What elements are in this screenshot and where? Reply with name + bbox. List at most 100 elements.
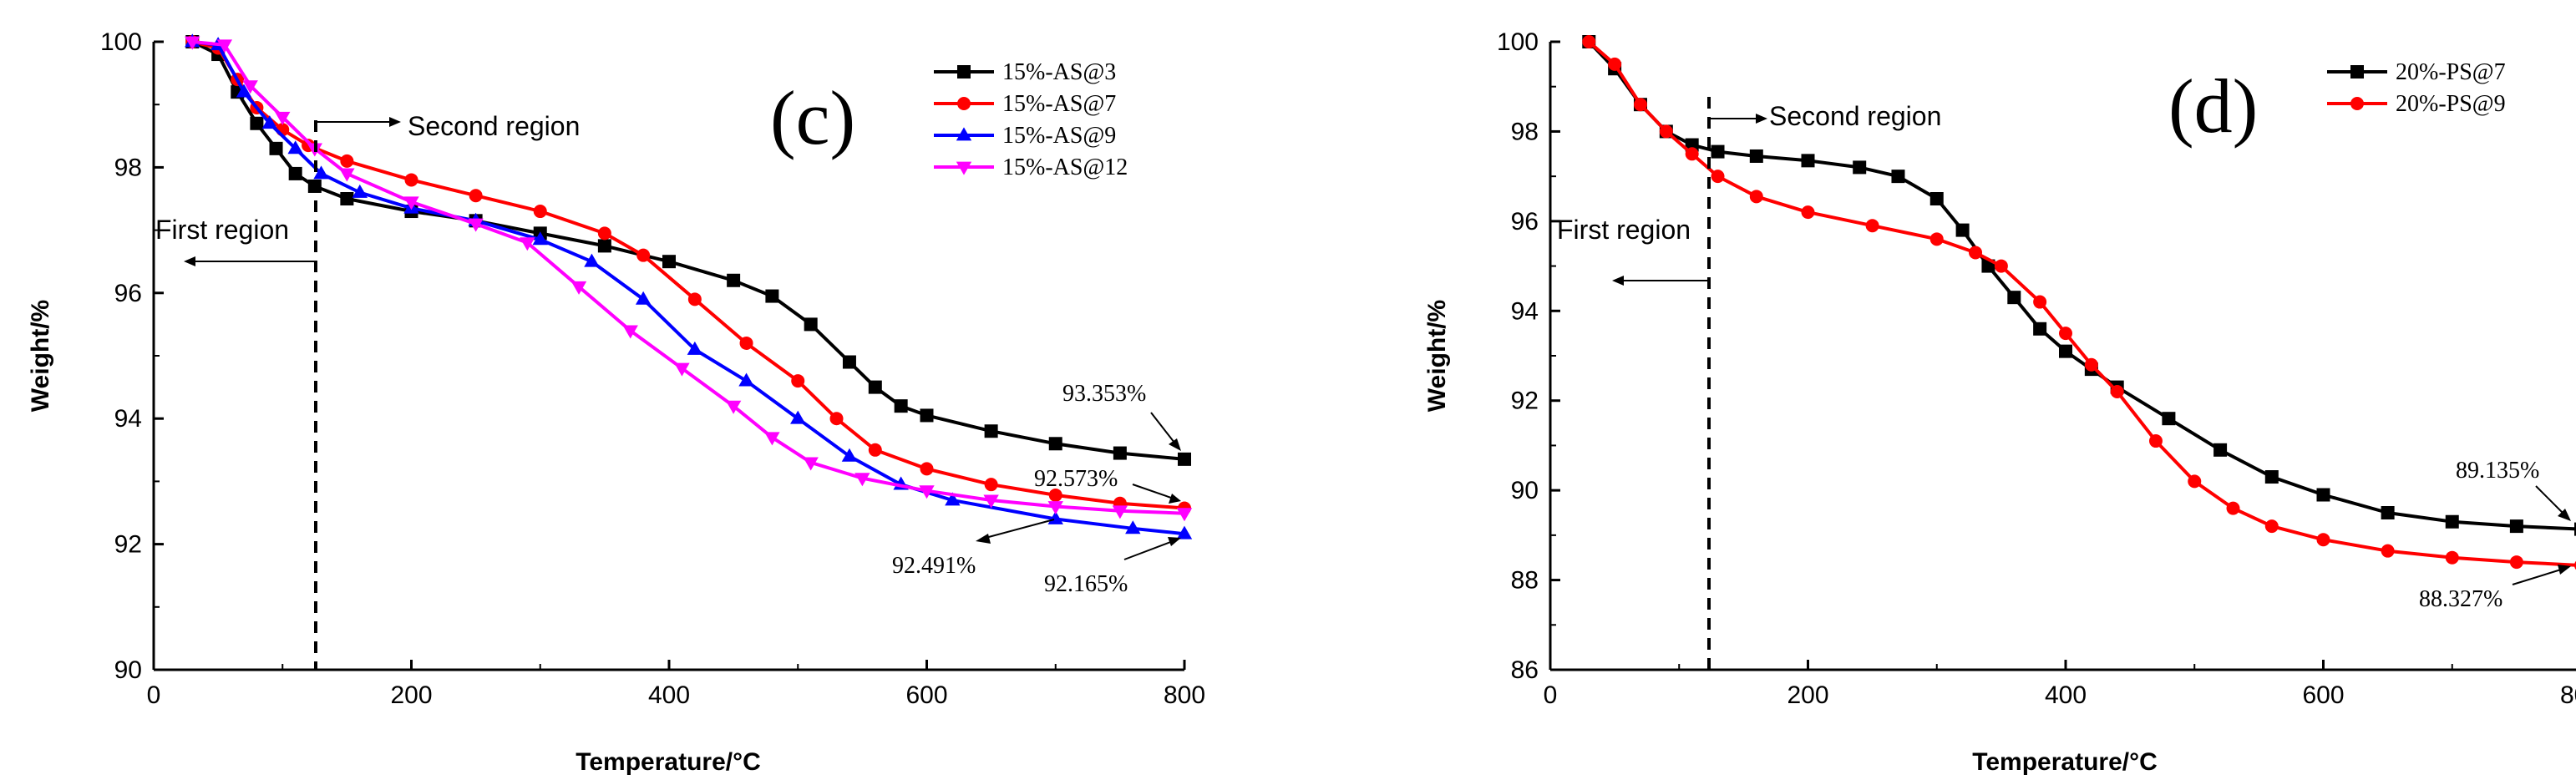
data-point <box>791 374 805 388</box>
data-point <box>185 36 200 50</box>
data-point <box>2264 519 2279 534</box>
data-point <box>1749 190 1763 204</box>
data-point <box>727 273 741 287</box>
x-tick-label: 800 <box>2560 681 2576 709</box>
data-point <box>216 39 233 53</box>
data-point <box>287 140 303 154</box>
data-point <box>662 255 676 269</box>
panel-d-label: (d) <box>2168 63 2258 149</box>
panel-c-y-ticks: 90 92 94 96 98 100 <box>100 28 164 684</box>
data-point <box>984 478 998 492</box>
y-tick-label: 100 <box>1497 28 1539 56</box>
data-point <box>403 196 419 210</box>
y-tick-label: 96 <box>114 280 142 307</box>
data-point <box>2445 514 2459 529</box>
x-tick-label: 600 <box>2302 681 2344 709</box>
data-point <box>340 154 354 168</box>
panel-c-first-region-label: First region <box>155 215 289 245</box>
data-point <box>674 362 690 377</box>
data-point <box>242 80 258 94</box>
data-point <box>1685 147 1699 161</box>
panel-c-first-region-arrow <box>184 256 314 266</box>
data-point <box>275 111 291 125</box>
panel-d-end-arrow-ps9 <box>2512 565 2571 585</box>
legend-label: 20%-PS@9 <box>2396 91 2506 117</box>
data-point <box>2084 357 2098 372</box>
data-point <box>2188 474 2202 489</box>
legend-marker <box>957 65 971 79</box>
data-point <box>288 166 302 180</box>
data-point <box>1176 525 1193 539</box>
data-point <box>841 448 858 462</box>
data-point <box>1113 446 1127 460</box>
data-point <box>1659 124 1673 139</box>
series-20-ps-9 <box>1582 35 2576 570</box>
data-point <box>1929 192 1944 205</box>
legend-marker <box>956 127 972 141</box>
y-tick-label: 98 <box>114 154 142 181</box>
y-tick-label: 94 <box>114 405 142 433</box>
panel-c-end-value-as7: 92.573% <box>1034 466 1118 492</box>
panel-d-y-axis-title: Weight/% <box>1423 300 1451 412</box>
data-point <box>687 292 702 306</box>
data-point <box>738 372 754 387</box>
data-point <box>1047 501 1063 515</box>
data-point <box>532 231 548 246</box>
data-point <box>404 173 418 187</box>
panel-c-end-arrow-as12 <box>976 519 1055 544</box>
data-point <box>2509 519 2523 534</box>
panel-c-end-value-as9: 92.165% <box>1044 571 1128 597</box>
data-point <box>725 400 742 414</box>
panel-c-second-region-label: Second region <box>408 111 580 141</box>
data-point <box>533 205 547 219</box>
panel-d-legend: 20%-PS@7 20%-PS@9 <box>2327 59 2506 117</box>
legend-marker <box>2350 65 2364 79</box>
data-point <box>1608 57 1622 71</box>
data-point <box>2033 295 2047 309</box>
data-point <box>269 141 283 155</box>
panel-d-x-axis-title: Temperature/°C <box>1972 748 2158 776</box>
data-point <box>984 424 998 438</box>
y-tick-label: 90 <box>1511 477 1539 504</box>
data-point <box>1801 154 1815 168</box>
data-point <box>764 432 780 446</box>
panel-c-label: (c) <box>770 75 855 160</box>
y-tick-label: 88 <box>1511 567 1539 595</box>
data-point <box>2316 488 2330 502</box>
x-tick-label: 0 <box>1544 681 1558 709</box>
data-point <box>597 226 611 241</box>
data-point <box>1969 246 1983 260</box>
data-point <box>1865 219 1879 233</box>
data-point <box>854 473 870 487</box>
panel-d-end-value-ps7: 89.135% <box>2456 458 2539 484</box>
panel-c-end-arrow-as3 <box>1150 412 1181 451</box>
data-point <box>250 116 264 130</box>
data-point <box>2445 550 2459 565</box>
panel-d-y-ticks: 86 88 90 92 94 96 98 100 <box>1497 28 1560 684</box>
data-point <box>1891 170 1905 184</box>
data-point <box>468 218 484 232</box>
data-point <box>469 189 483 203</box>
data-point <box>945 492 961 506</box>
data-point <box>1048 488 1062 502</box>
panel-d-second-region-arrow <box>1711 114 1767 124</box>
data-point <box>339 168 355 182</box>
legend-label: 15%-AS@12 <box>1002 154 1128 180</box>
panel-d-end-value-ps9: 88.327% <box>2419 586 2502 612</box>
data-point <box>829 412 844 426</box>
x-tick-label: 600 <box>905 681 947 709</box>
data-point <box>1853 160 1867 175</box>
y-tick-label: 98 <box>1511 118 1539 145</box>
panel-c-end-arrow-as7 <box>1132 484 1181 504</box>
y-tick-label: 92 <box>1511 387 1539 415</box>
panel-c-y-axis-title: Weight/% <box>27 300 54 412</box>
legend-label: 15%-AS@9 <box>1002 123 1116 149</box>
y-tick-label: 86 <box>1511 656 1539 684</box>
data-point <box>1749 149 1763 163</box>
data-point <box>1929 232 1944 246</box>
series-15-as-9 <box>185 33 1193 539</box>
legend-marker <box>957 97 971 110</box>
data-point <box>804 317 818 332</box>
x-tick-label: 800 <box>1164 681 1205 709</box>
